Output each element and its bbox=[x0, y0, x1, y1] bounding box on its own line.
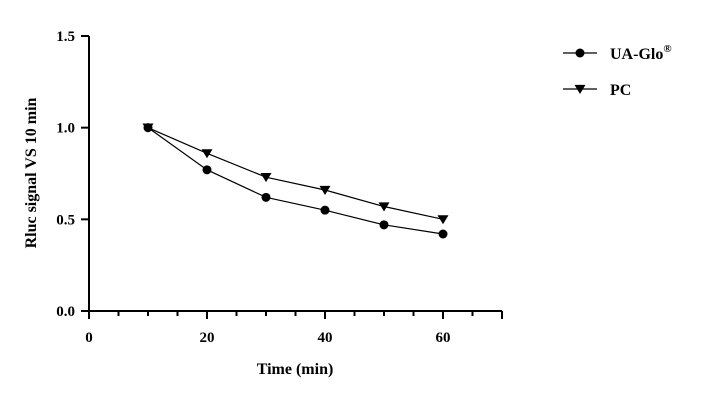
x-tick-label: 20 bbox=[200, 330, 215, 346]
series-pc bbox=[142, 123, 449, 225]
data-point bbox=[142, 123, 154, 133]
y-tick-label: 0.5 bbox=[56, 212, 75, 228]
series-line bbox=[147, 127, 444, 220]
data-point bbox=[261, 192, 271, 202]
data-point bbox=[260, 173, 272, 183]
data-point bbox=[378, 202, 390, 212]
legend: UA-Glo® PC bbox=[563, 43, 672, 99]
data-point bbox=[319, 185, 331, 195]
legend-marker bbox=[575, 48, 585, 58]
legend-label: PC bbox=[610, 82, 631, 99]
x-tick-label: 60 bbox=[436, 330, 451, 346]
legend-label-superscript: ® bbox=[663, 43, 671, 55]
y-tick-label: 0.0 bbox=[56, 304, 75, 320]
series-line bbox=[147, 127, 444, 235]
series-ua-glo bbox=[143, 123, 448, 239]
y-axis-label: Rluc signal VS 10 min bbox=[23, 97, 40, 248]
legend-item: PC bbox=[563, 82, 631, 99]
y-tick-label: 1.0 bbox=[56, 121, 75, 137]
legend-marker bbox=[574, 84, 586, 94]
data-point bbox=[201, 149, 213, 159]
series-layer bbox=[142, 123, 449, 239]
x-axis-label: Time (min) bbox=[257, 361, 334, 378]
x-tick-label: 40 bbox=[318, 330, 333, 346]
y-tick-label: 1.5 bbox=[56, 29, 75, 45]
data-point bbox=[379, 220, 389, 230]
data-point bbox=[202, 165, 212, 175]
x-tick-label: 0 bbox=[85, 330, 93, 346]
data-point bbox=[320, 205, 330, 215]
data-point bbox=[437, 215, 449, 225]
legend-item: UA-Glo® bbox=[563, 43, 672, 63]
data-point bbox=[438, 229, 448, 239]
legend-label: UA-Glo® bbox=[610, 43, 672, 63]
x-ticks: 0 20 40 60 bbox=[85, 311, 503, 346]
y-ticks: 0.0 0.5 1.0 1.5 bbox=[56, 29, 89, 320]
plot-area: 0 20 40 60 0.0 0.5 1.0 1.5 bbox=[56, 29, 503, 346]
